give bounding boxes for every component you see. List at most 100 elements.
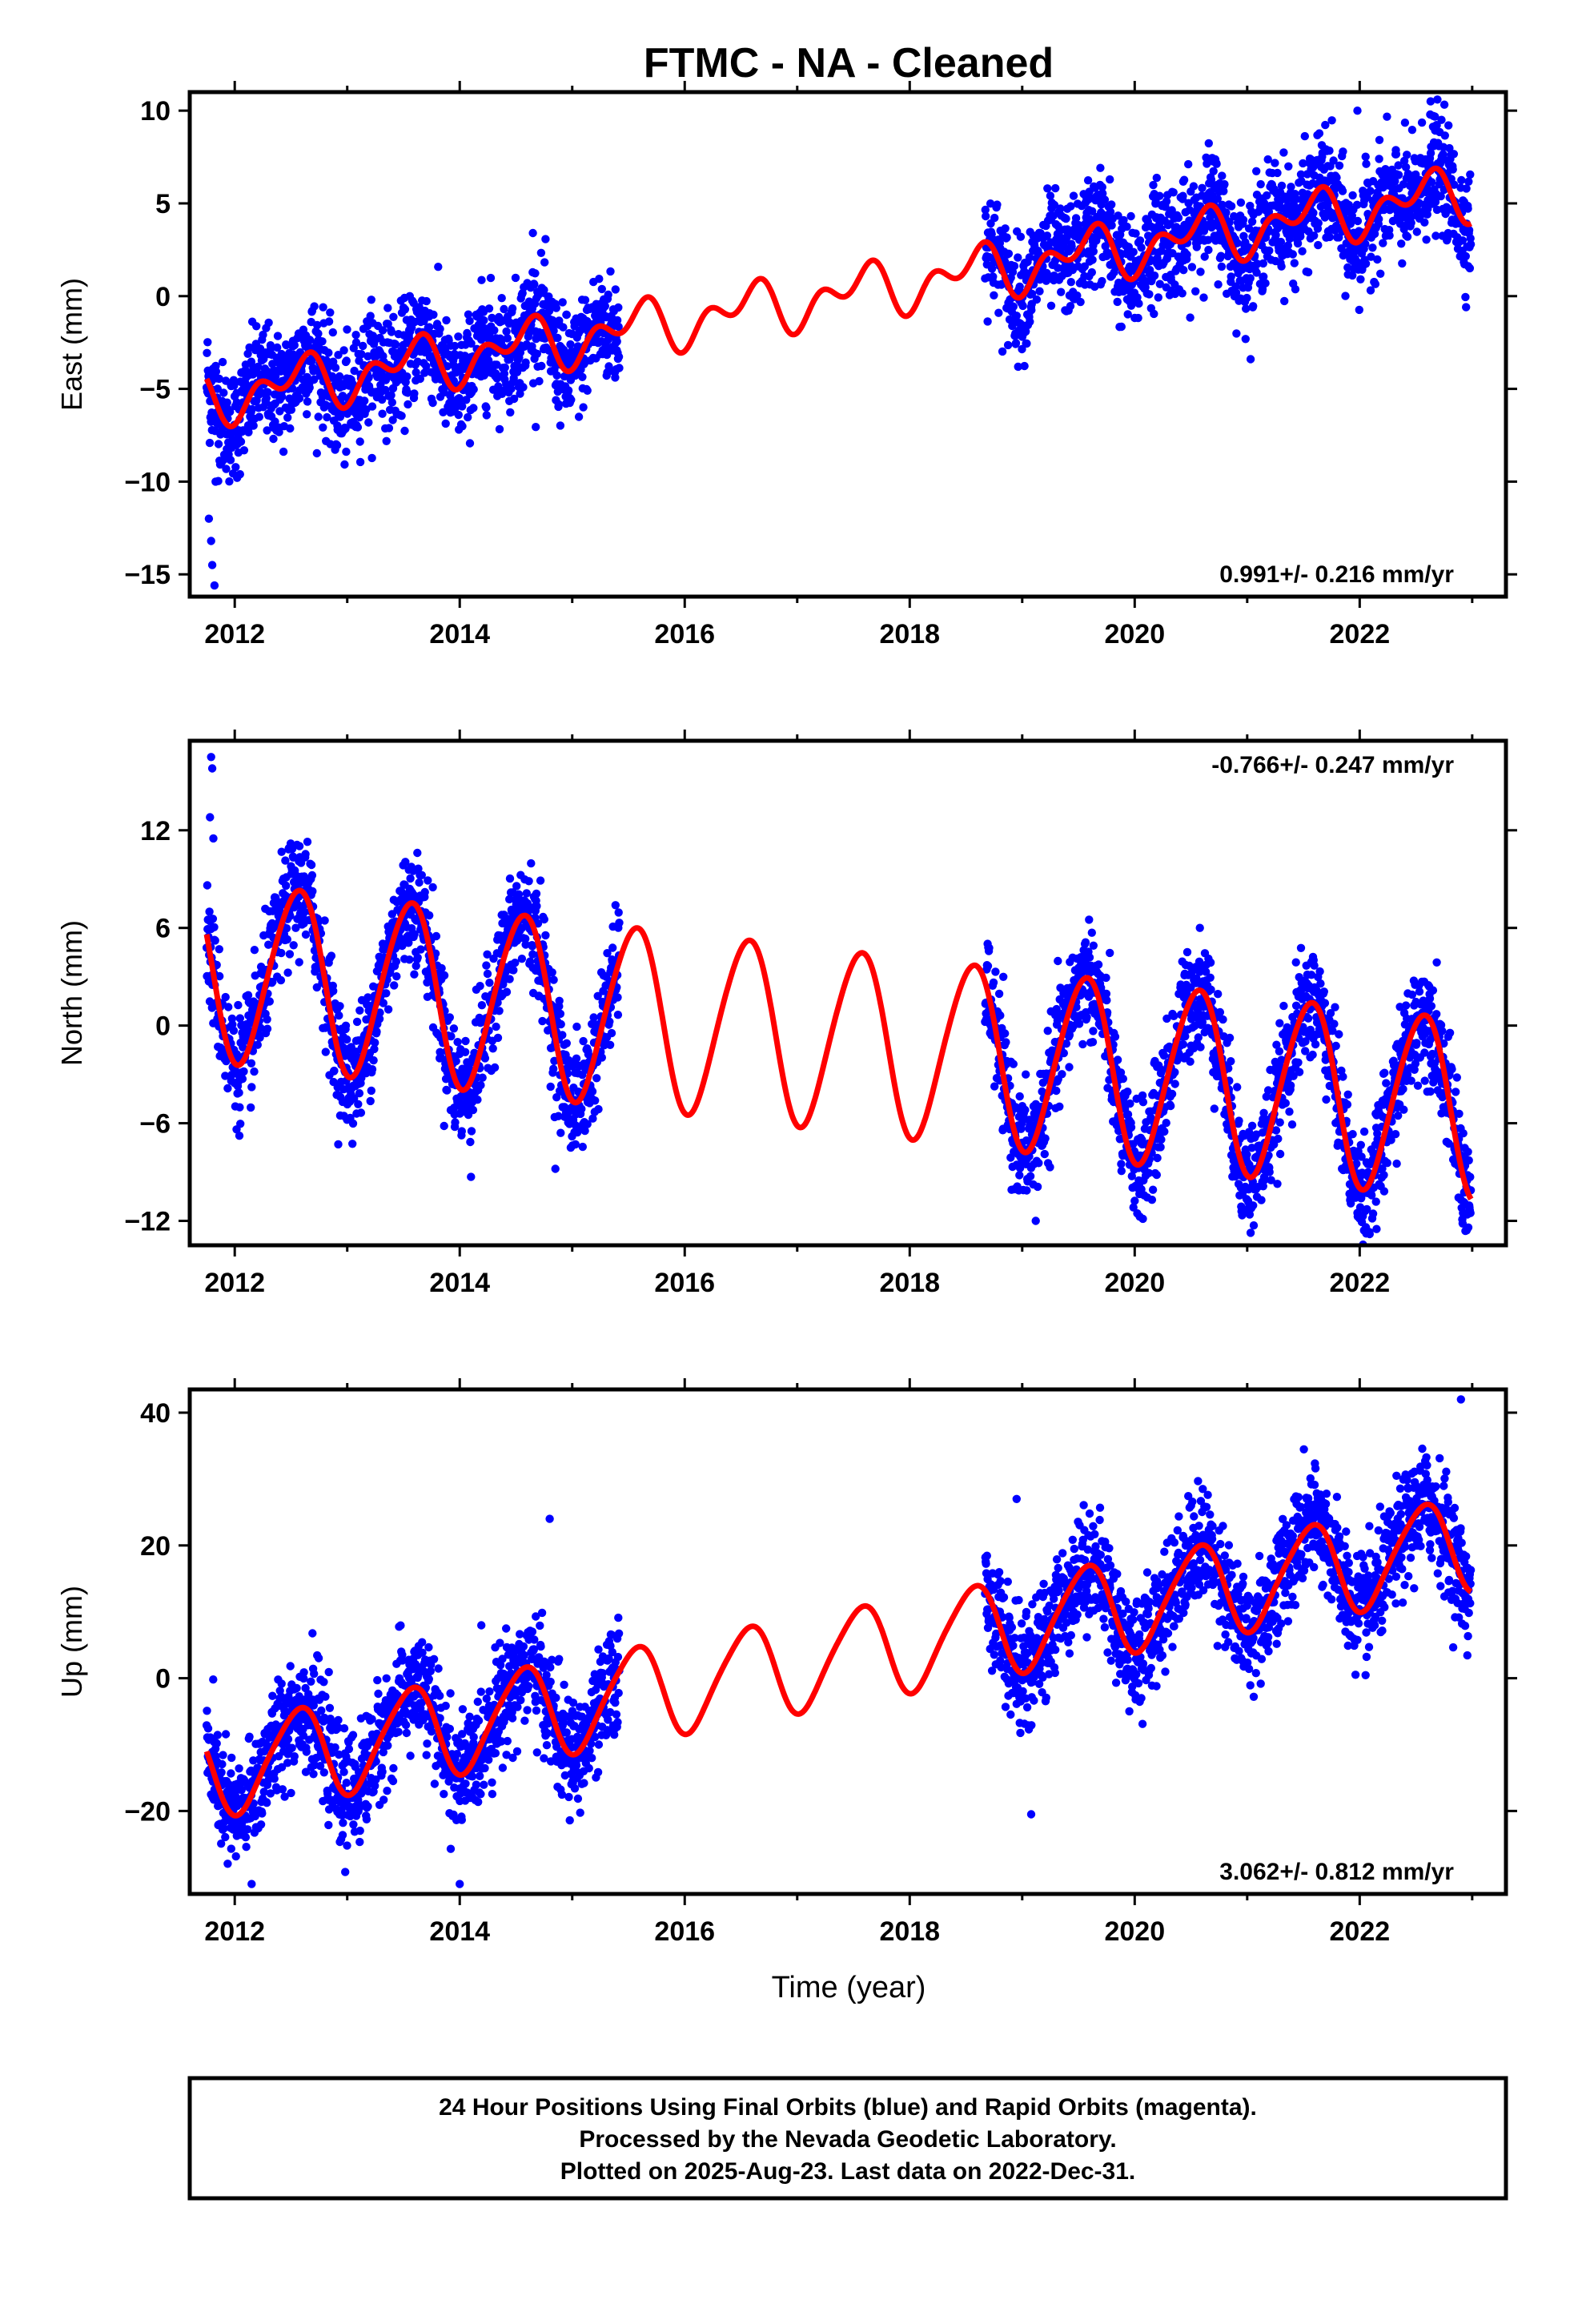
x-tick-label: 2020: [1104, 619, 1165, 649]
data-point-east: [1123, 310, 1132, 319]
data-point-east: [1233, 239, 1242, 247]
data-point-east: [1247, 217, 1257, 226]
data-point-east: [1420, 218, 1429, 227]
y-tick-label: −15: [124, 560, 171, 590]
data-point-east: [1098, 276, 1106, 286]
data-point-north: [536, 876, 545, 885]
data-point-east: [1014, 253, 1022, 262]
data-point-east: [1150, 271, 1159, 280]
data-point-east: [384, 424, 394, 432]
data-point-east: [454, 332, 463, 341]
data-point-north: [522, 889, 531, 898]
x-tick-label: 2022: [1330, 619, 1391, 649]
data-point-north: [996, 1011, 1005, 1020]
data-point-east: [1014, 362, 1022, 372]
data-point-east: [1009, 302, 1018, 311]
data-point-east: [1046, 301, 1056, 310]
data-point-east: [350, 366, 359, 376]
data-point-north: [265, 997, 274, 1006]
data-point-east: [1361, 239, 1370, 248]
data-point-east: [434, 263, 443, 271]
data-point-east: [442, 316, 451, 325]
data-point-east: [382, 436, 391, 445]
data-point-east: [465, 439, 475, 448]
data-point-north: [505, 874, 515, 883]
data-point-east: [335, 412, 345, 421]
data-point-east: [226, 408, 235, 416]
data-point-east: [1203, 235, 1213, 244]
data-point-east: [263, 426, 271, 435]
data-point-east: [509, 394, 519, 404]
data-point-east: [1426, 149, 1435, 158]
x-tick-label: 2014: [429, 619, 490, 649]
data-point-north: [355, 1089, 364, 1098]
data-point-east: [1437, 115, 1446, 124]
data-point-east: [340, 460, 349, 469]
data-point-east: [1026, 317, 1034, 326]
data-point-north: [367, 1086, 375, 1096]
data-point-north: [554, 1112, 563, 1120]
data-point-east: [303, 410, 311, 419]
data-point-east: [1394, 161, 1403, 170]
data-point-east: [387, 391, 396, 400]
data-point-north: [1106, 948, 1114, 958]
data-point-east: [1256, 179, 1265, 189]
data-point-north: [1022, 1070, 1030, 1079]
data-point-north: [1022, 1186, 1031, 1195]
data-point-east: [1129, 247, 1138, 256]
data-point-north: [329, 987, 338, 995]
data-point-east: [1407, 126, 1417, 135]
data-point-north: [615, 919, 624, 927]
data-point-north: [247, 1083, 256, 1092]
data-point-east: [1355, 305, 1364, 315]
data-point-north: [203, 881, 212, 890]
data-point-north: [412, 961, 420, 971]
data-point-east: [290, 340, 299, 350]
data-point-east: [1432, 121, 1441, 130]
data-point-east: [359, 341, 367, 351]
data-point-east: [360, 396, 369, 405]
x-tick-label: 2016: [654, 619, 715, 649]
data-point-east: [1407, 219, 1415, 227]
data-point-east: [994, 308, 1003, 317]
data-point-east: [1004, 249, 1014, 258]
data-point-east: [1200, 252, 1209, 261]
data-point-north: [989, 978, 998, 987]
data-point-north: [253, 1040, 262, 1049]
data-point-north: [210, 923, 219, 932]
data-point-east: [983, 317, 992, 326]
data-point-east: [1231, 288, 1241, 297]
data-point-east: [528, 228, 537, 238]
data-point-north: [1081, 938, 1090, 947]
data-point-north: [1102, 995, 1111, 1005]
data-point-east: [998, 347, 1007, 356]
data-point-east: [404, 400, 412, 409]
fit-curve-east: [203, 165, 1473, 430]
data-point-east: [363, 352, 372, 361]
data-point-east: [310, 375, 319, 384]
data-point-north: [588, 1087, 597, 1096]
data-point-east: [1361, 259, 1371, 268]
data-point-east: [436, 324, 444, 333]
data-point-east: [1003, 340, 1013, 350]
data-point-east: [1218, 171, 1227, 180]
data-point-north: [579, 1036, 588, 1046]
data-point-east: [223, 398, 231, 407]
data-point-east: [986, 199, 995, 208]
data-point-north: [417, 870, 426, 880]
data-point-east: [993, 200, 1002, 209]
data-point-north: [1033, 1182, 1042, 1192]
data-point-east: [1002, 233, 1011, 242]
data-point-east: [540, 258, 549, 267]
data-point-east: [1371, 279, 1380, 288]
data-point-north: [235, 1132, 244, 1140]
data-point-north: [605, 1017, 614, 1027]
data-point-north: [263, 1015, 271, 1024]
data-point-north: [1059, 1048, 1069, 1058]
data-point-north: [410, 930, 419, 939]
data-point-north: [552, 1093, 561, 1102]
data-point-north: [1058, 1070, 1066, 1079]
data-point-north: [1215, 1007, 1225, 1017]
data-point-east: [1202, 153, 1211, 162]
data-point-north: [205, 907, 214, 916]
